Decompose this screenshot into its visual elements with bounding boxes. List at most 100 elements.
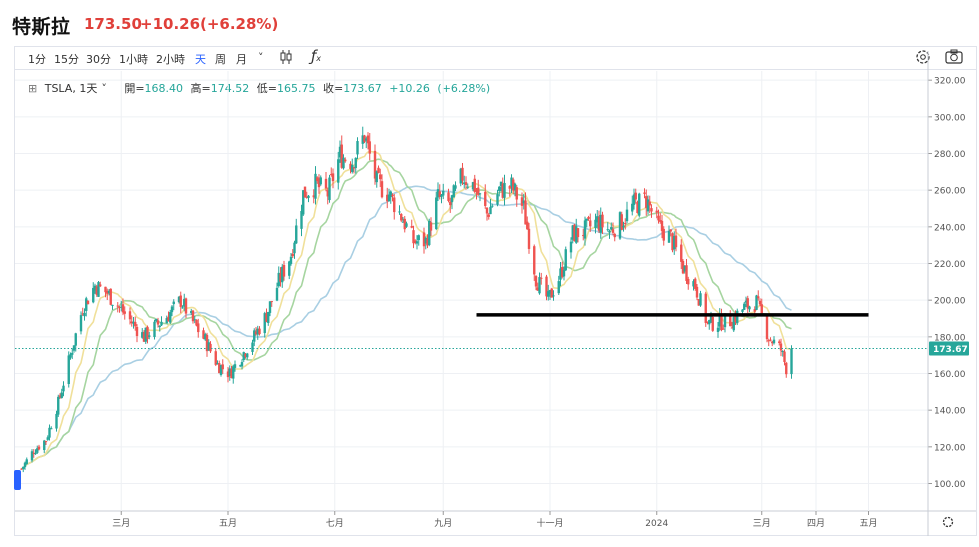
candle-body [267, 311, 270, 323]
candle-body [473, 178, 476, 192]
candle-body [307, 195, 310, 198]
candle-body [43, 440, 46, 451]
interval-week[interactable]: 周 [215, 53, 226, 66]
candle-body [109, 288, 112, 305]
y-tick-label: 200.00 [934, 297, 966, 307]
candle-body [636, 202, 639, 214]
candle-body [275, 287, 279, 301]
candle-body [716, 327, 720, 332]
candle-body [279, 273, 282, 282]
y-tick-label: 140.00 [934, 407, 966, 417]
candle-body [191, 310, 195, 322]
candle-body [218, 363, 221, 374]
interval-day[interactable]: 天 [195, 53, 206, 66]
candle-body [417, 235, 420, 241]
candle-body [790, 348, 793, 375]
stock-change: +10.26 [140, 15, 201, 33]
candle-body [177, 296, 181, 303]
candle-body [226, 371, 230, 378]
candle-body [144, 327, 147, 342]
candle-body [708, 320, 711, 325]
interval-dropdown[interactable]: ˅ [258, 51, 264, 64]
candle-body [491, 205, 494, 207]
candle-body [83, 312, 86, 317]
candle-body [499, 181, 503, 187]
candle-body [741, 309, 744, 312]
candle-body [410, 226, 413, 228]
gear-icon[interactable] [914, 48, 932, 70]
candlestick-icon[interactable] [278, 48, 294, 70]
candle-body [95, 286, 98, 295]
interval-1h[interactable]: 1小時 [119, 53, 148, 66]
candle-body [772, 339, 776, 344]
legend-high-label: 高= [190, 82, 211, 95]
y-tick-label: 120.00 [934, 443, 966, 453]
legend-symbol-dropdown-icon[interactable]: ˅ [101, 82, 107, 95]
candle-body [92, 287, 95, 303]
x-tick-label: 十一月 [536, 517, 563, 529]
legend-symbol[interactable]: TSLA, 1天 [44, 82, 98, 95]
candle-body [508, 186, 511, 189]
candle-body [414, 240, 417, 243]
candle-body [317, 179, 321, 188]
candle-body [450, 195, 454, 203]
candle-body [695, 286, 699, 298]
candle-body [767, 340, 770, 342]
candle-body [134, 321, 137, 327]
interval-30m[interactable]: 30分 [86, 53, 111, 66]
candle-body [594, 219, 597, 229]
candle-body [624, 223, 627, 225]
candle-body [765, 316, 769, 340]
candle-body [426, 238, 429, 246]
interval-15m[interactable]: 15分 [54, 53, 79, 66]
candle-body [351, 164, 354, 172]
candle-body [116, 305, 119, 307]
candle-body [512, 179, 515, 191]
candle-body [379, 174, 382, 180]
candle-body [398, 211, 401, 213]
candle-body [744, 300, 748, 303]
candle-body [673, 236, 676, 250]
camera-icon[interactable] [944, 48, 964, 70]
candle-body [534, 276, 538, 287]
interval-month[interactable]: 月 [236, 53, 247, 66]
candle-body [303, 186, 307, 198]
candle-body [573, 224, 576, 242]
candle-body [57, 396, 60, 415]
legend-expand-icon[interactable]: ⊞ [28, 82, 38, 95]
interval-1m[interactable]: 1分 [28, 53, 46, 66]
candle-body [69, 354, 72, 358]
candle-body [466, 186, 469, 188]
interval-2h[interactable]: 2小時 [156, 53, 185, 66]
candle-body [683, 265, 686, 272]
candle-body [405, 223, 408, 227]
candle-body [520, 197, 524, 206]
candle-body [610, 227, 613, 230]
candle-body [559, 268, 562, 280]
legend-low: 165.75 [276, 82, 316, 95]
candle-body [471, 182, 475, 190]
axis-settings-gear-icon[interactable] [942, 516, 954, 528]
candle-body [527, 228, 531, 249]
candle-body [779, 343, 783, 351]
candle-body [461, 167, 464, 181]
candle-body [36, 448, 39, 453]
y-tick-label: 280.00 [934, 150, 966, 160]
candle-body [340, 144, 343, 168]
candle-body [232, 366, 235, 379]
left-scroll-handle[interactable] [14, 470, 21, 490]
candle-body [181, 307, 184, 309]
candle-body [214, 351, 217, 365]
y-tick-label: 260.00 [934, 187, 966, 197]
x-tick-label: 七月 [326, 518, 344, 529]
candle-body [251, 342, 254, 352]
candle-body [184, 298, 188, 314]
candle-body [634, 192, 637, 200]
legend-open-label: 開= [124, 82, 145, 95]
candle-body [37, 446, 41, 450]
fx-icon[interactable]: ƒx [311, 47, 322, 65]
candle-body [326, 190, 329, 197]
candle-body [265, 313, 268, 322]
candle-body [538, 277, 541, 294]
